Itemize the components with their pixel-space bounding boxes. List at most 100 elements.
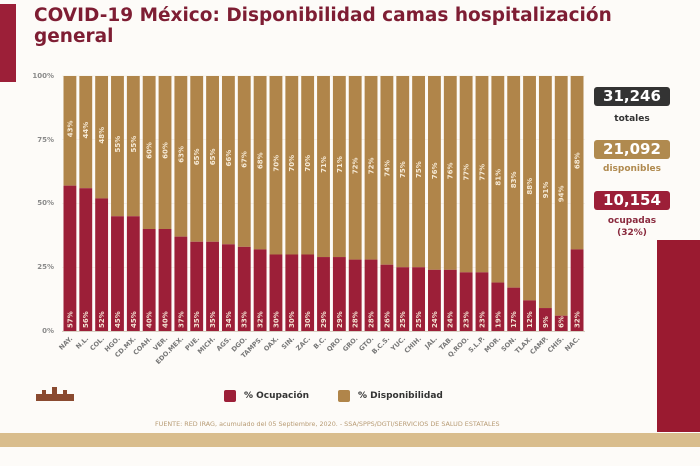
bar-disponibilidad <box>412 76 426 268</box>
data-label-ocupacion: 28% <box>352 311 360 328</box>
data-label-ocupacion: 6% <box>558 316 566 328</box>
data-label-ocupacion: 23% <box>478 311 486 328</box>
data-label-disponibilidad: 70% <box>288 155 296 172</box>
bar-disponibilidad <box>79 76 93 189</box>
occupied-beds-percent: (32%) <box>617 228 647 238</box>
bar-disponibilidad <box>174 76 188 237</box>
bar-disponibilidad <box>364 76 378 260</box>
bar-ocupacion <box>95 198 109 331</box>
legend-label-ocupacion: % Ocupación <box>244 391 310 401</box>
data-label-ocupacion: 56% <box>82 311 90 328</box>
data-label-disponibilidad: 75% <box>415 161 423 178</box>
data-label-ocupacion: 25% <box>415 311 423 328</box>
bar-disponibilidad <box>570 76 584 250</box>
data-label-disponibilidad: 55% <box>114 136 122 153</box>
data-label-disponibilidad: 77% <box>463 164 471 181</box>
y-tick-label: 50% <box>37 199 54 207</box>
page-title: COVID-19 México: Disponibilidad camas ho… <box>34 5 612 47</box>
data-label-ocupacion: 26% <box>383 311 391 328</box>
x-tick-label: GRO. <box>341 335 360 354</box>
bar-disponibilidad <box>253 76 267 250</box>
data-label-disponibilidad: 81% <box>494 169 502 186</box>
x-tick-label: COL. <box>88 335 106 353</box>
data-label-ocupacion: 32% <box>574 311 582 328</box>
data-label-ocupacion: 28% <box>367 311 375 328</box>
bar-ocupacion <box>475 272 489 331</box>
y-tick-label: 25% <box>37 263 54 271</box>
x-tick-label: S.L.P. <box>467 335 487 355</box>
data-label-ocupacion: 9% <box>542 316 550 328</box>
bar-ocupacion <box>221 244 235 331</box>
bar-ocupacion <box>301 254 315 331</box>
bar-ocupacion <box>190 241 204 331</box>
bar-disponibilidad <box>285 76 299 255</box>
x-tick-label: CHIH. <box>403 335 423 355</box>
bar-disponibilidad <box>206 76 219 242</box>
legend-swatch-disponibilidad <box>338 390 350 402</box>
x-tick-label: MOR. <box>483 335 503 355</box>
bar-ocupacion <box>554 315 568 331</box>
bar-ocupacion <box>570 249 584 331</box>
bar-disponibilidad <box>523 76 536 301</box>
x-tick-label: NAY. <box>57 335 74 352</box>
bar-ocupacion <box>459 272 473 331</box>
x-tick-label: N.L. <box>74 335 90 351</box>
data-label-ocupacion: 45% <box>114 311 122 328</box>
data-label-ocupacion: 37% <box>177 311 185 328</box>
data-label-ocupacion: 12% <box>526 311 534 328</box>
bar-disponibilidad <box>380 76 394 265</box>
bar-disponibilidad <box>221 76 235 245</box>
bar-ocupacion <box>538 308 552 331</box>
bar-disponibilidad <box>158 76 172 229</box>
data-label-disponibilidad: 70% <box>272 155 280 172</box>
bar-disponibilidad <box>332 76 346 258</box>
data-label-ocupacion: 45% <box>130 311 138 328</box>
bar-disponibilidad <box>538 76 552 309</box>
bar-disponibilidad <box>301 76 315 255</box>
data-label-disponibilidad: 88% <box>526 178 534 195</box>
data-label-ocupacion: 33% <box>241 311 249 328</box>
x-tick-label: AGS. <box>215 335 233 353</box>
total-beds-label: totales <box>614 114 650 124</box>
data-label-disponibilidad: 83% <box>510 171 518 188</box>
data-label-disponibilidad: 65% <box>193 148 201 165</box>
data-label-disponibilidad: 63% <box>177 146 185 163</box>
data-label-ocupacion: 17% <box>510 311 518 328</box>
data-label-disponibilidad: 91% <box>542 182 550 199</box>
legend-label-disponibilidad: % Disponibilidad <box>358 391 443 401</box>
x-tick-label: QRO. <box>325 335 344 354</box>
data-label-disponibilidad: 48% <box>98 127 106 144</box>
bar-ocupacion <box>206 241 219 331</box>
x-tick-label: NAC. <box>563 335 581 353</box>
x-tick-label: CHIS. <box>546 335 566 355</box>
data-label-disponibilidad: 44% <box>82 122 90 139</box>
bar-disponibilidad <box>491 76 505 283</box>
bar-ocupacion <box>491 282 505 331</box>
data-label-ocupacion: 40% <box>161 311 169 328</box>
bar-disponibilidad <box>317 76 330 258</box>
available-beds-badge: 21,092 <box>594 140 670 159</box>
data-label-disponibilidad: 72% <box>352 157 360 174</box>
x-tick-label: JAL. <box>423 335 439 351</box>
bar-ocupacion <box>317 257 330 331</box>
x-tick-label: CAMP. <box>528 335 549 356</box>
data-label-ocupacion: 24% <box>431 311 439 328</box>
bar-ocupacion <box>111 216 124 331</box>
data-label-ocupacion: 34% <box>225 311 233 328</box>
bar-ocupacion <box>396 267 410 331</box>
data-label-ocupacion: 29% <box>320 311 328 328</box>
legend-swatch-ocupacion <box>224 390 236 402</box>
data-label-disponibilidad: 76% <box>447 163 455 180</box>
bar-ocupacion <box>63 185 77 331</box>
total-beds-badge: 31,246 <box>594 87 670 106</box>
decorative-side-panel <box>657 240 700 432</box>
data-label-disponibilidad: 55% <box>130 136 138 153</box>
bar-ocupacion <box>507 287 521 331</box>
bar-disponibilidad <box>95 76 109 199</box>
data-label-disponibilidad: 60% <box>161 142 169 159</box>
x-tick-label: ZAC. <box>294 335 312 353</box>
data-label-ocupacion: 30% <box>272 311 280 328</box>
legend-item-disponibilidad: % Disponibilidad <box>338 390 443 402</box>
bar-ocupacion <box>253 249 267 331</box>
